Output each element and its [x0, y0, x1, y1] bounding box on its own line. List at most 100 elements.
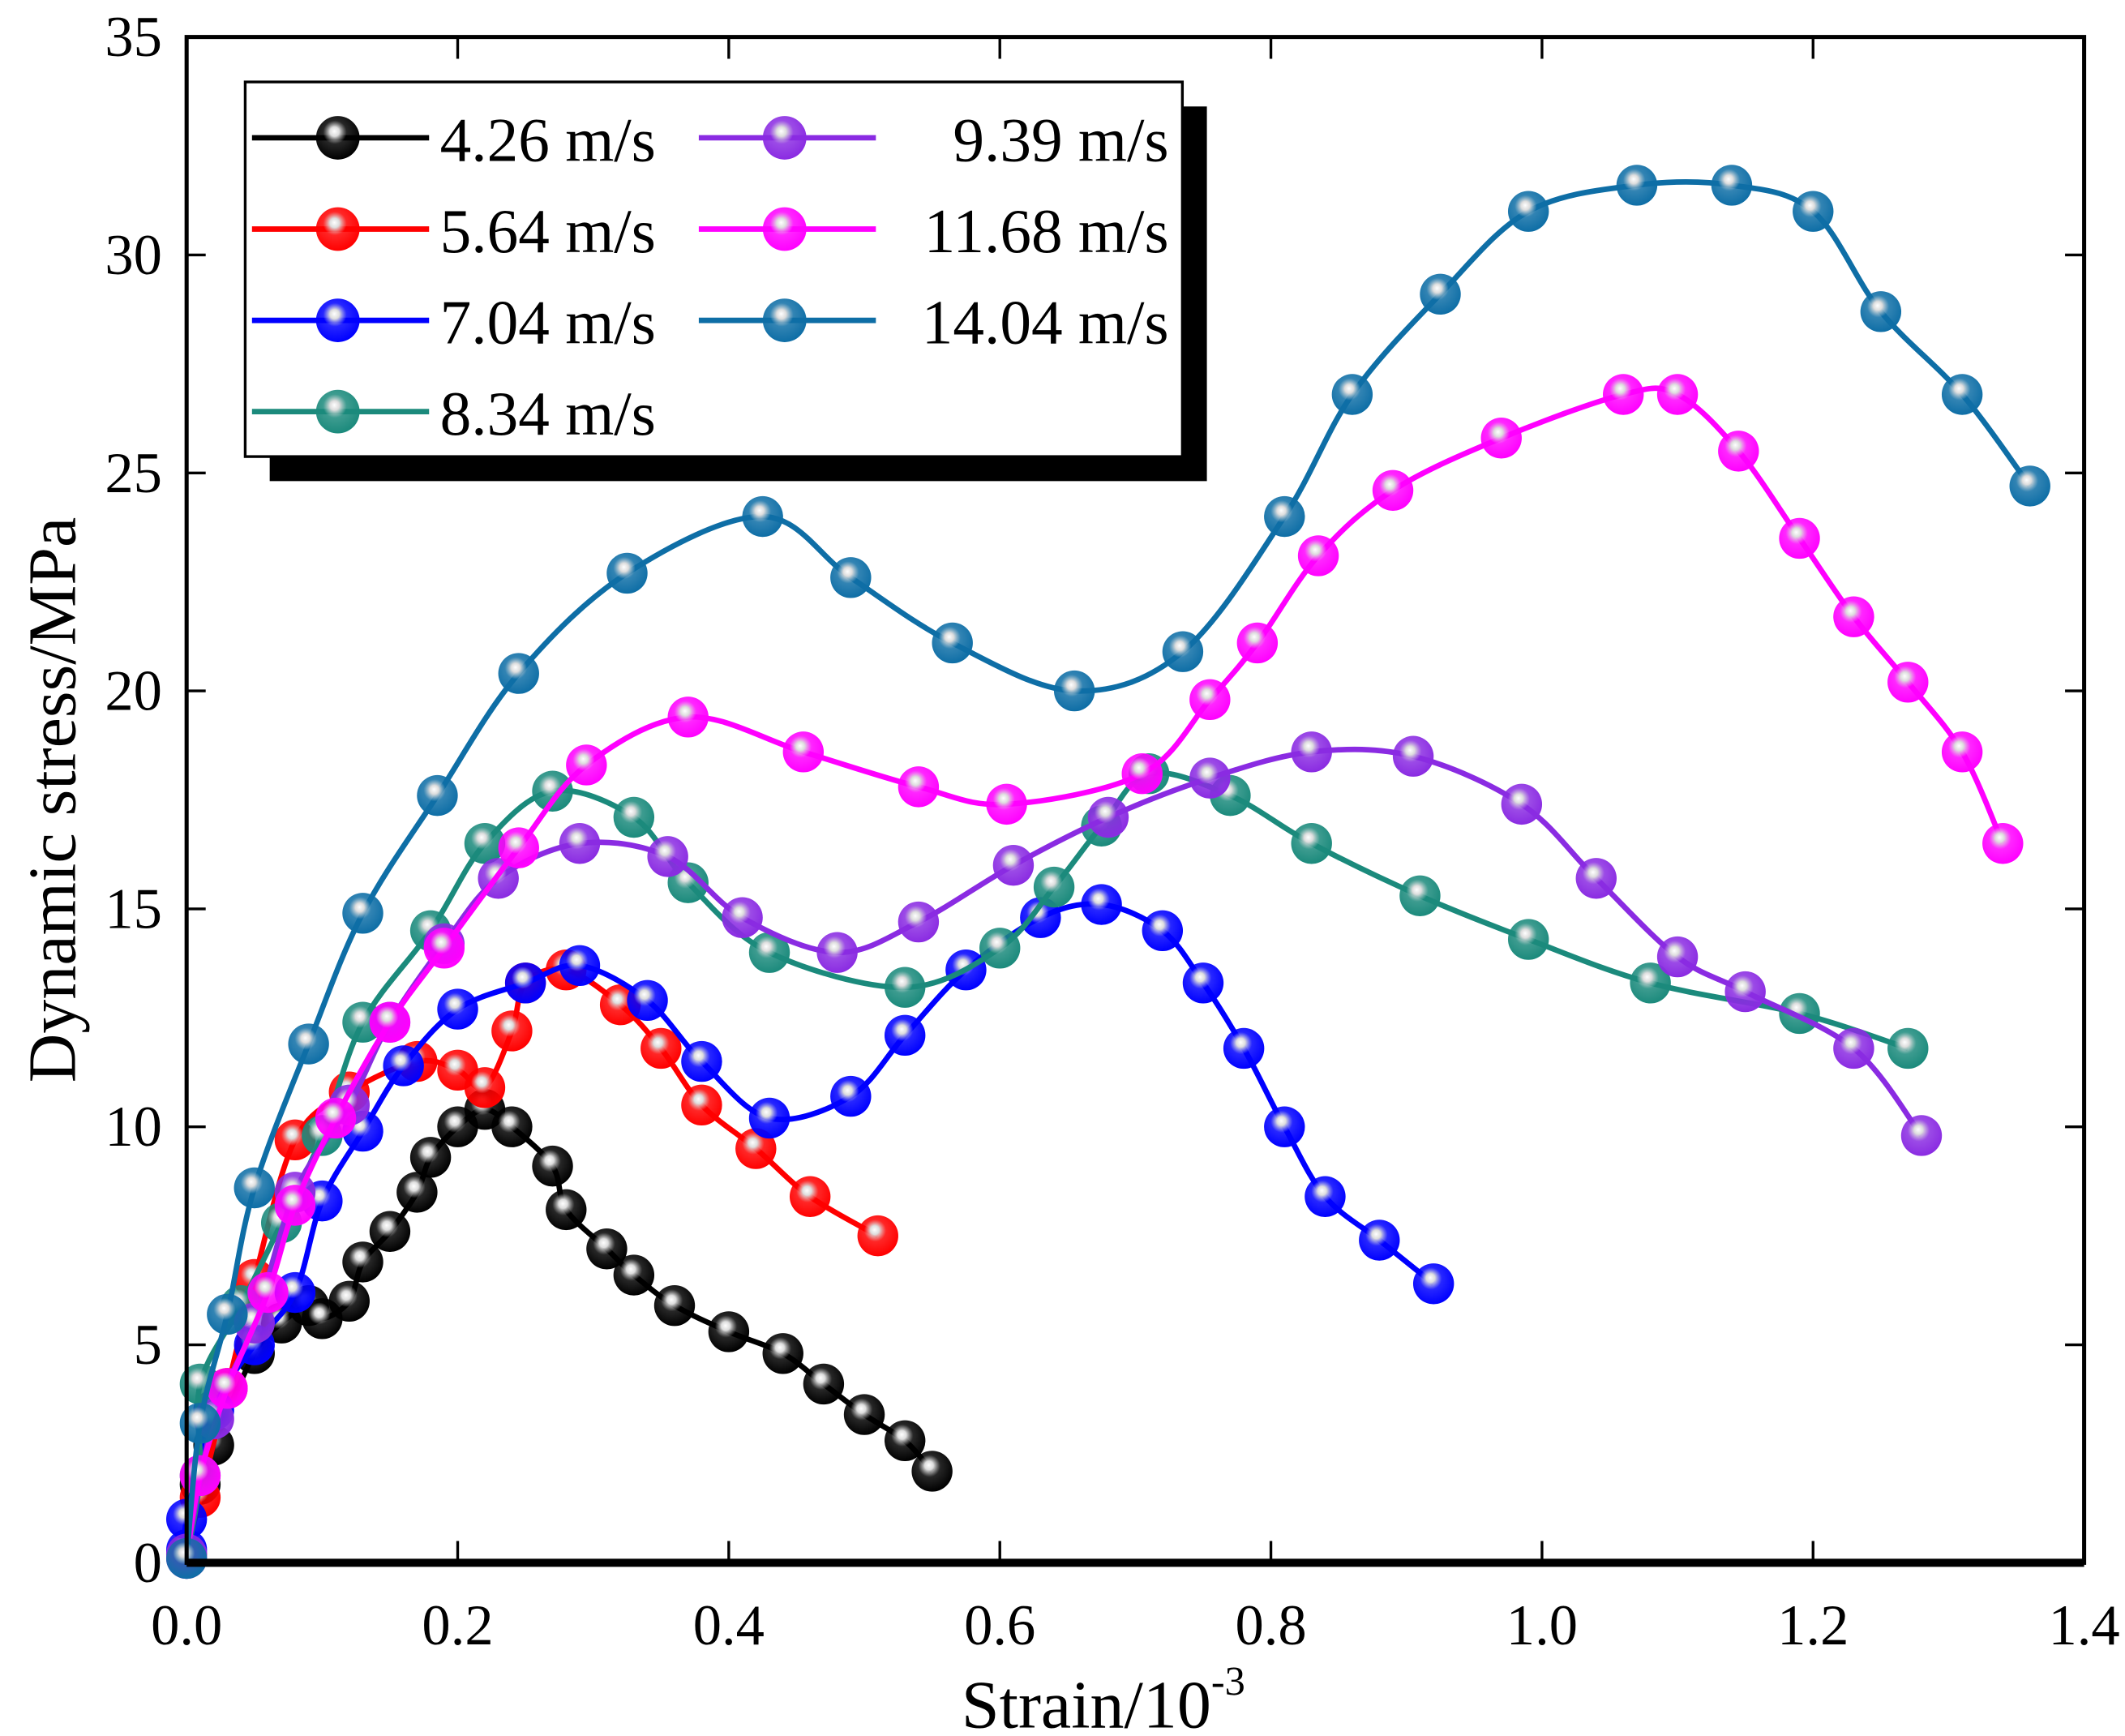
data-point [911, 1451, 953, 1492]
data-point [559, 945, 601, 986]
data-point [986, 783, 1027, 825]
data-point [342, 1241, 383, 1283]
data-point [1724, 971, 1766, 1013]
data-point [498, 827, 539, 868]
data-point [566, 744, 607, 786]
legend-marker [315, 207, 360, 251]
data-point [1779, 517, 1820, 559]
y-tick-label: 5 [134, 1314, 162, 1377]
data-point [1020, 897, 1061, 938]
series-11-68-m-s [165, 374, 2024, 1580]
data-point [789, 1176, 831, 1217]
data-point [1887, 1027, 1929, 1069]
data-point [1162, 631, 1204, 672]
data-point [979, 928, 1021, 969]
series-14-04-m-s [165, 165, 2050, 1580]
y-tick-label: 25 [105, 442, 162, 505]
data-point [1420, 273, 1461, 315]
data-point [179, 1403, 221, 1444]
data-point [932, 622, 973, 664]
data-point [179, 1455, 221, 1497]
data-point [1507, 191, 1549, 232]
data-point [532, 1145, 573, 1187]
data-point [640, 1027, 682, 1069]
data-point [1305, 1176, 1346, 1217]
data-point [606, 552, 648, 594]
data-point [1121, 753, 1163, 795]
data-point [369, 1001, 411, 1043]
data-point [207, 1368, 248, 1409]
data-point [315, 1097, 357, 1139]
data-point [1941, 374, 1983, 415]
data-point [762, 1333, 803, 1374]
y-tick-label: 10 [105, 1095, 162, 1159]
data-point [647, 836, 688, 877]
legend-item: 5.64 m/s [251, 196, 656, 266]
data-point [1656, 374, 1699, 415]
data-point [1900, 1115, 1943, 1156]
data-point [504, 962, 546, 1004]
legend-marker [315, 298, 360, 342]
data-point [491, 1106, 533, 1147]
x-tick-label: 0.2 [422, 1594, 493, 1657]
legend-label: 11.68 m/s [924, 196, 1169, 266]
data-point [1142, 910, 1184, 951]
data-point [748, 932, 790, 973]
y-tick-label: 35 [105, 6, 162, 69]
data-point [1264, 495, 1305, 538]
legend-marker [315, 116, 360, 160]
x-tick-label: 0.4 [693, 1594, 765, 1657]
data-point [1616, 165, 1658, 206]
data-point [613, 1254, 655, 1296]
data-point [653, 1284, 696, 1327]
data-point [898, 901, 940, 943]
data-point [1264, 1106, 1305, 1147]
data-point [1392, 735, 1434, 777]
data-point [464, 1067, 506, 1108]
data-point [1507, 919, 1549, 960]
data-point [274, 1185, 316, 1226]
series-7-04-m-s [165, 884, 1455, 1571]
data-point [722, 897, 763, 938]
data-point [1603, 374, 1644, 415]
data-point [830, 557, 872, 598]
data-point [1331, 374, 1373, 415]
data-point [1779, 992, 1820, 1035]
data-point [1982, 823, 2024, 864]
data-point [1189, 757, 1231, 799]
data-point [667, 697, 709, 738]
legend-marker [762, 207, 807, 251]
legend-item: 11.68 m/s [698, 196, 1169, 266]
x-axis-label-text: Strain/10 [962, 1668, 1211, 1736]
legend: 4.26 m/s 5.64 m/s 7.04 m/s 8.34 m/s 9.39 m/s… [243, 80, 1207, 482]
data-point [1941, 731, 1983, 773]
data-point [627, 979, 668, 1022]
data-point [1480, 418, 1522, 459]
data-point [342, 893, 383, 934]
data-point [1575, 858, 1617, 899]
data-point [742, 495, 783, 538]
data-point [1291, 731, 1332, 773]
data-point [491, 1010, 533, 1052]
data-point [1711, 165, 1753, 206]
data-point [546, 1189, 587, 1231]
data-point [898, 766, 940, 808]
legend-marker [762, 116, 807, 160]
data-point [423, 928, 465, 969]
data-point [708, 1311, 750, 1352]
data-point [1501, 783, 1543, 825]
data-point [1372, 469, 1414, 511]
data-point [681, 1040, 722, 1082]
data-point [247, 1271, 289, 1314]
data-point [884, 1420, 926, 1462]
legend-label: 4.26 m/s [440, 105, 656, 175]
data-point [586, 1228, 628, 1270]
data-point [1833, 1027, 1874, 1069]
plot-area [165, 165, 2050, 1580]
legend-item: 7.04 m/s [251, 288, 656, 358]
y-axis-label: Dynamic stress/MPa [15, 517, 90, 1083]
data-point [1081, 884, 1122, 925]
data-point [830, 1075, 872, 1117]
legend-label: 14.04 m/s [922, 288, 1169, 358]
legend-marker [762, 298, 807, 342]
